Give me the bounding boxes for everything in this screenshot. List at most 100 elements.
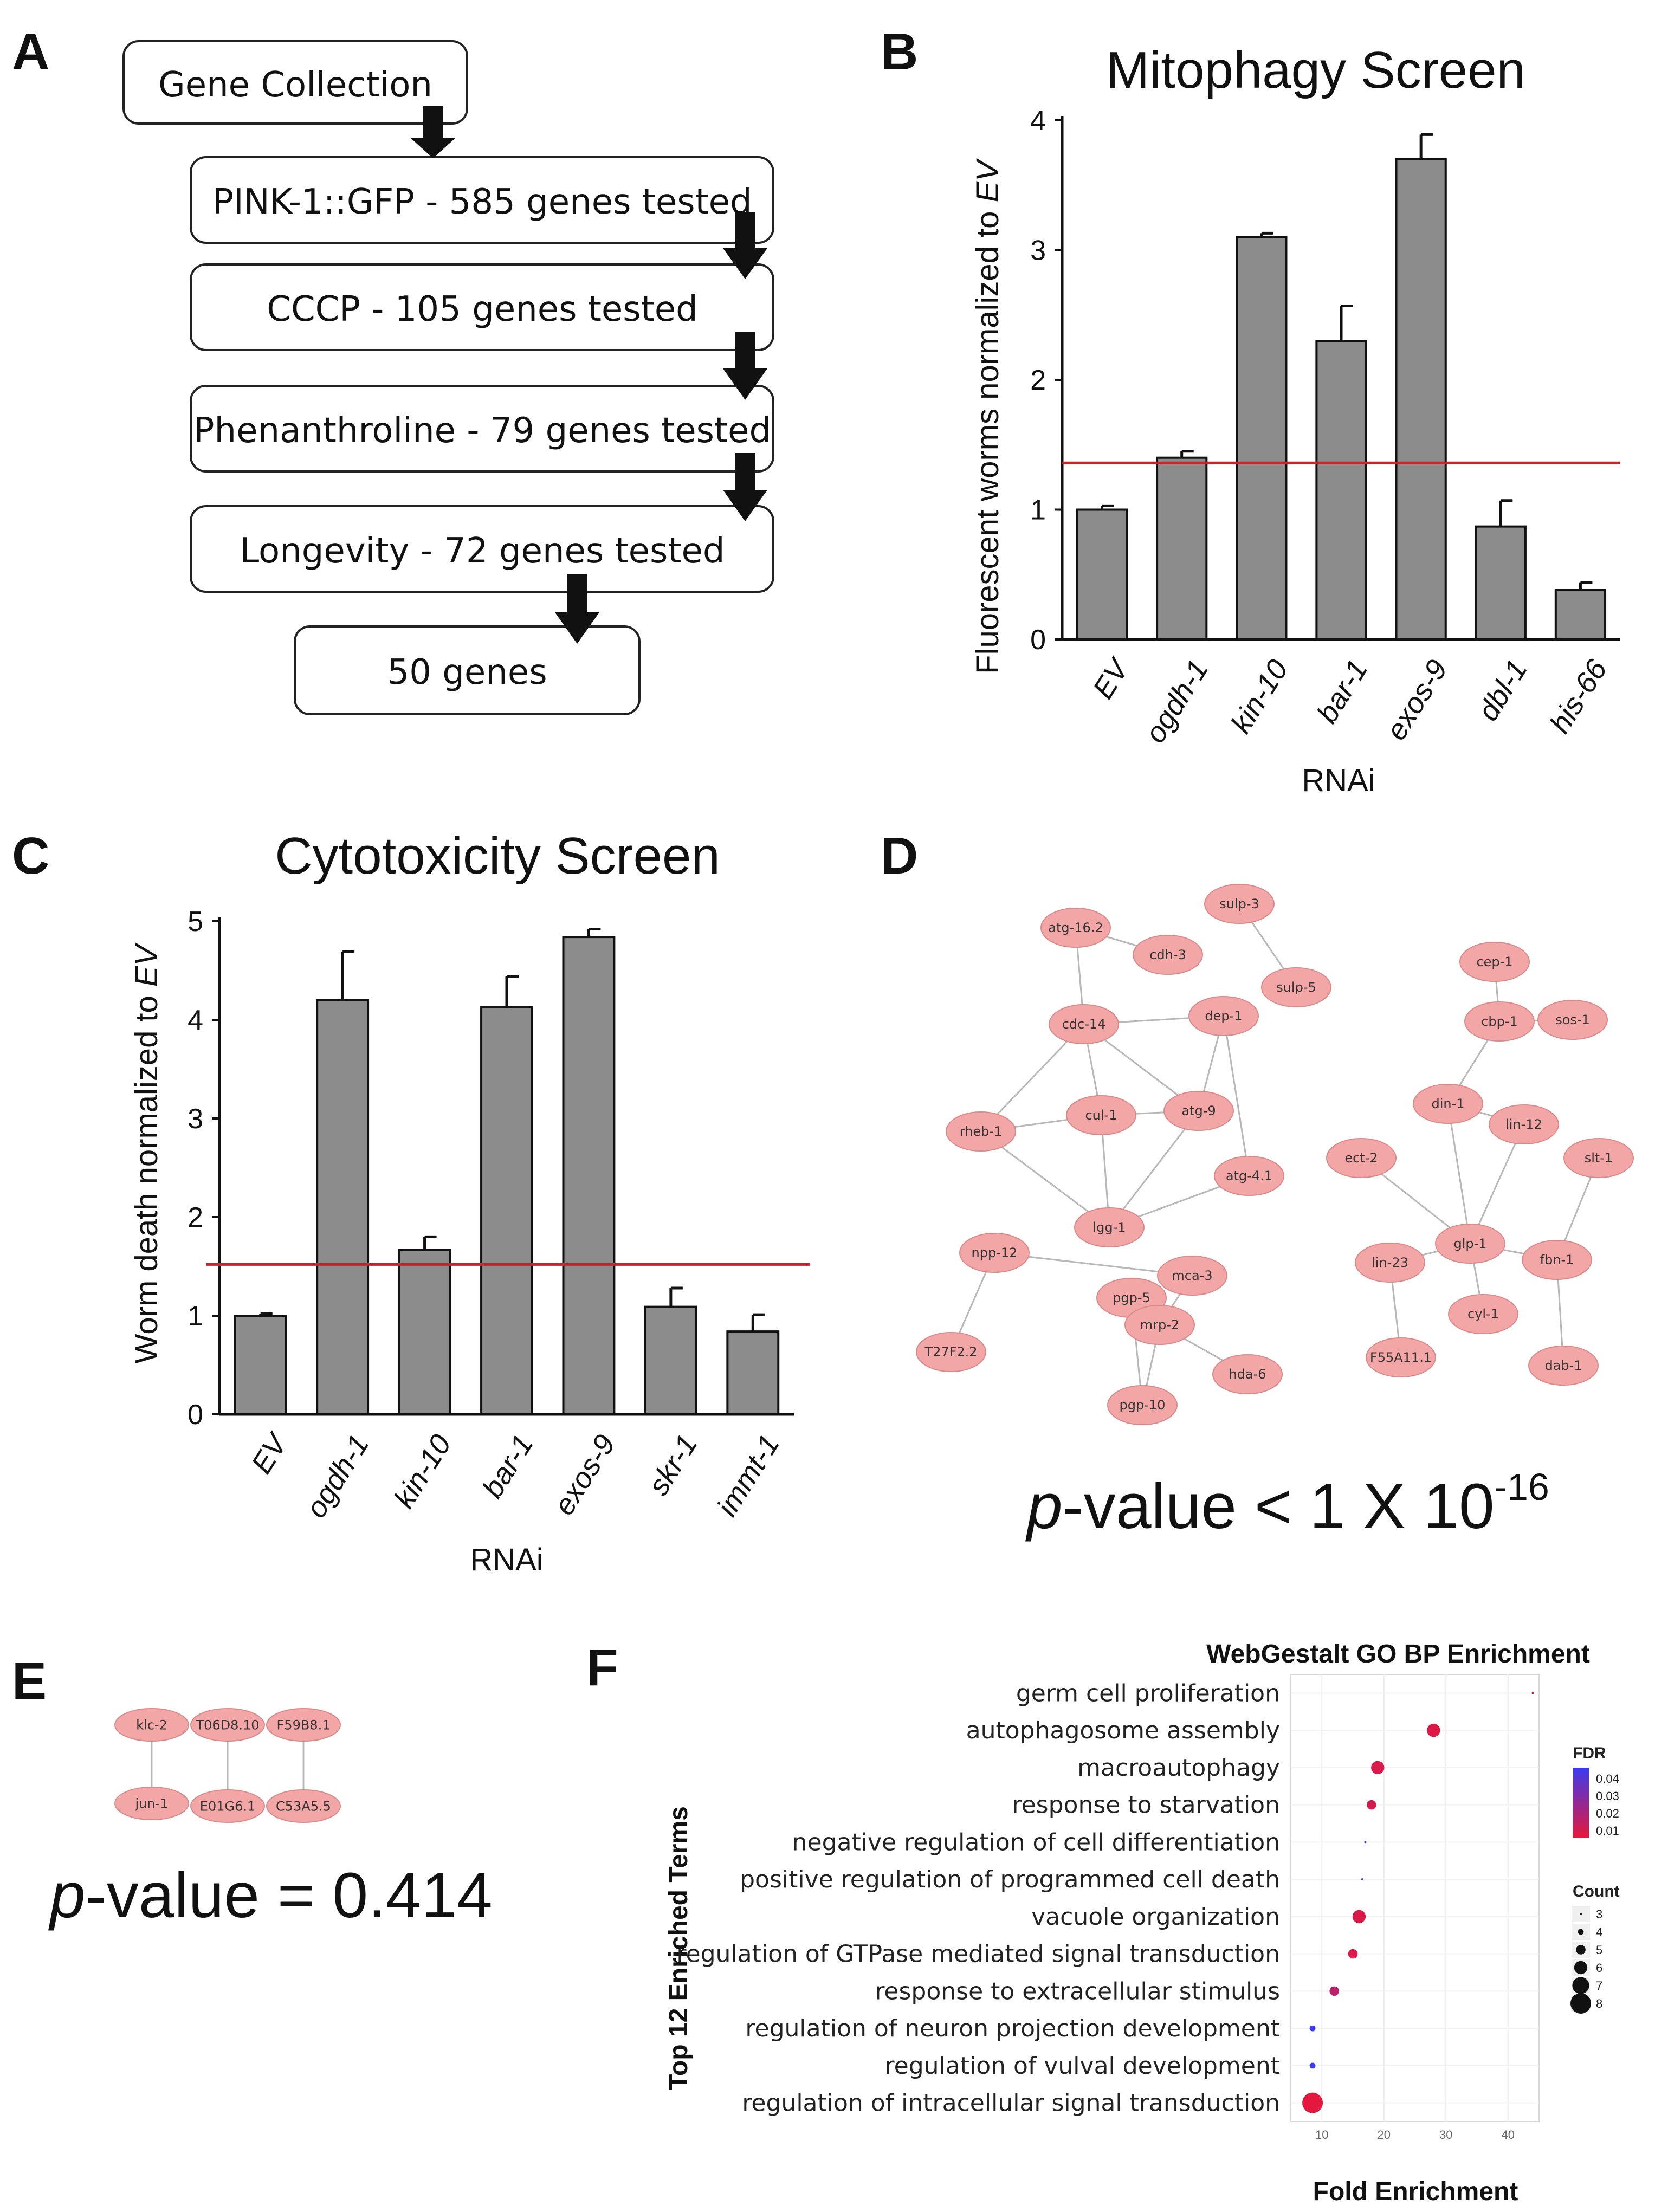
node-label: glp-1 (1453, 1236, 1486, 1251)
bar-dbl-1 (1475, 525, 1527, 641)
flow-box-longevity (190, 505, 774, 593)
node-shape (1124, 1305, 1195, 1345)
network-node: cbp-1 (1464, 1001, 1535, 1042)
bar-bar-1 (1315, 340, 1367, 641)
term-label: positive regulation of programmed cell d… (740, 1866, 1280, 1893)
y-axis-label-plain: Worm death normalized to (129, 987, 164, 1363)
x-tick-label-exos-9: exos-9 (547, 1429, 622, 1521)
network-node: mca-3 (1157, 1256, 1227, 1296)
legend-count-dot (1578, 1929, 1584, 1935)
flowchart: Gene Collection PINK-1::GFP - 585 genes … (122, 40, 774, 715)
x-tick-label-immt-1: immt-1 (711, 1429, 786, 1522)
network-node: pgp-10 (1107, 1385, 1178, 1425)
go-enrichment-chart: WebGestalt GO BP Enrichment Fold Enrichm… (664, 1640, 1620, 2206)
node-label: cul-1 (1085, 1108, 1117, 1123)
bar-ogdh-1 (316, 999, 370, 1415)
node-label: lin-23 (1372, 1255, 1408, 1270)
legend-fdr-tick: 0.01 (1596, 1824, 1619, 1838)
node-label: atg-16.2 (1048, 920, 1103, 935)
network-edge (1469, 1124, 1525, 1244)
enrichment-point (1309, 2062, 1316, 2069)
term-label: regulation of intracellular signal trans… (742, 2090, 1280, 2117)
bar-EV (234, 1315, 287, 1415)
node-shape (266, 1708, 341, 1742)
bar-bar-1 (480, 1006, 533, 1415)
node-label: pgp-5 (1113, 1290, 1150, 1305)
node-label: jun-1 (134, 1796, 168, 1811)
node-shape (946, 1111, 1016, 1152)
y-tick-label: 3 (1030, 235, 1046, 267)
node-shape (1366, 1337, 1436, 1377)
x-axis-label: RNAi (470, 1542, 543, 1577)
network-node: cep-1 (1459, 942, 1530, 982)
node-shape (1413, 1084, 1483, 1124)
node-shape (114, 1787, 189, 1820)
node-shape (1214, 1156, 1284, 1196)
node-shape (1133, 935, 1203, 975)
node-label: slt-1 (1585, 1150, 1613, 1166)
term-label: regulation of GTPase mediated signal tra… (676, 1941, 1280, 1968)
panel-letter-f: F (586, 1639, 618, 1697)
enrichment-point (1352, 1910, 1366, 1924)
network-node: T06D8.10 (190, 1708, 265, 1742)
network-node: F55A11.1 (1366, 1337, 1436, 1377)
node-label: C53A5.5 (276, 1799, 331, 1814)
legend-count-tick: 7 (1596, 1979, 1602, 1993)
term-label: regulation of vulval development (885, 2052, 1280, 2080)
node-label: cyl-1 (1467, 1306, 1499, 1322)
network-node: atg-4.1 (1214, 1156, 1284, 1196)
legend-count-dot (1572, 1977, 1589, 1994)
network-edge (980, 1023, 1085, 1133)
network-node: klc-2 (114, 1708, 189, 1742)
legend-fdr-tick: 0.04 (1596, 1772, 1619, 1786)
y-axis-label-italic: EV (129, 942, 164, 987)
mitophagy-chart: Mitophagy Screen RNAi Fluorescent worms … (970, 41, 1620, 798)
plot-area (1290, 1674, 1540, 2122)
x-tick-label-kin-10: kin-10 (387, 1429, 457, 1514)
node-shape (1163, 1091, 1234, 1131)
network-node: atg-9 (1163, 1091, 1234, 1131)
y-tick-label: 1 (188, 1301, 203, 1332)
term-label: macroautophagy (1077, 1754, 1280, 1782)
x-tick-label: 40 (1502, 2128, 1515, 2142)
network-node: lgg-1 (1074, 1207, 1145, 1247)
node-shape (916, 1332, 986, 1372)
chart-title: WebGestalt GO BP Enrichment (1206, 1640, 1590, 1668)
enrichment-point (1309, 2025, 1316, 2032)
network-edge (1447, 1103, 1471, 1244)
legend-count-tick: 3 (1596, 1907, 1602, 1921)
node-shape (1563, 1138, 1634, 1178)
flow-arrows (411, 106, 767, 644)
node-shape (1107, 1385, 1178, 1425)
fdr-colorbar (1573, 1768, 1589, 1838)
panel-letter-a: A (12, 23, 49, 81)
network-node: E01G6.1 (190, 1789, 265, 1823)
node-shape (1355, 1243, 1425, 1283)
pvalue-d-text: -value < 1 X 10 (1063, 1471, 1495, 1542)
flow-box-pink1 (190, 156, 774, 244)
y-tick-label: 3 (188, 1103, 203, 1135)
panel-letter-c: C (12, 827, 49, 885)
y-tick-label: 2 (1030, 365, 1046, 396)
enrichment-point (1427, 1723, 1440, 1737)
network-node: F59B8.1 (266, 1708, 341, 1742)
network-node: cdh-3 (1133, 935, 1203, 975)
node-shape (1204, 884, 1275, 924)
legend-fdr-tick: 0.02 (1596, 1807, 1619, 1820)
x-tick-label: 20 (1378, 2128, 1391, 2142)
node-label: sulp-3 (1219, 896, 1259, 911)
pvalue-e-text: -value = 0.414 (86, 1860, 493, 1931)
y-tick-label: 1 (1030, 495, 1046, 526)
y-axis-label-italic: EV (970, 158, 1005, 203)
bar-EV (1076, 508, 1128, 641)
node-label: din-1 (1431, 1096, 1464, 1111)
term-label: response to starvation (1012, 1791, 1280, 1819)
network-edge (1108, 1110, 1200, 1228)
flow-box-result (294, 625, 641, 715)
x-tick-label-kin-10: kin-10 (1225, 654, 1295, 739)
x-axis-label: RNAi (1302, 763, 1375, 798)
network-node: hda-6 (1212, 1354, 1283, 1394)
network-node: sulp-5 (1261, 967, 1331, 1007)
x-tick-label-ogdh-1: ogdh-1 (1139, 654, 1214, 748)
enrichment-point (1348, 1949, 1358, 1959)
